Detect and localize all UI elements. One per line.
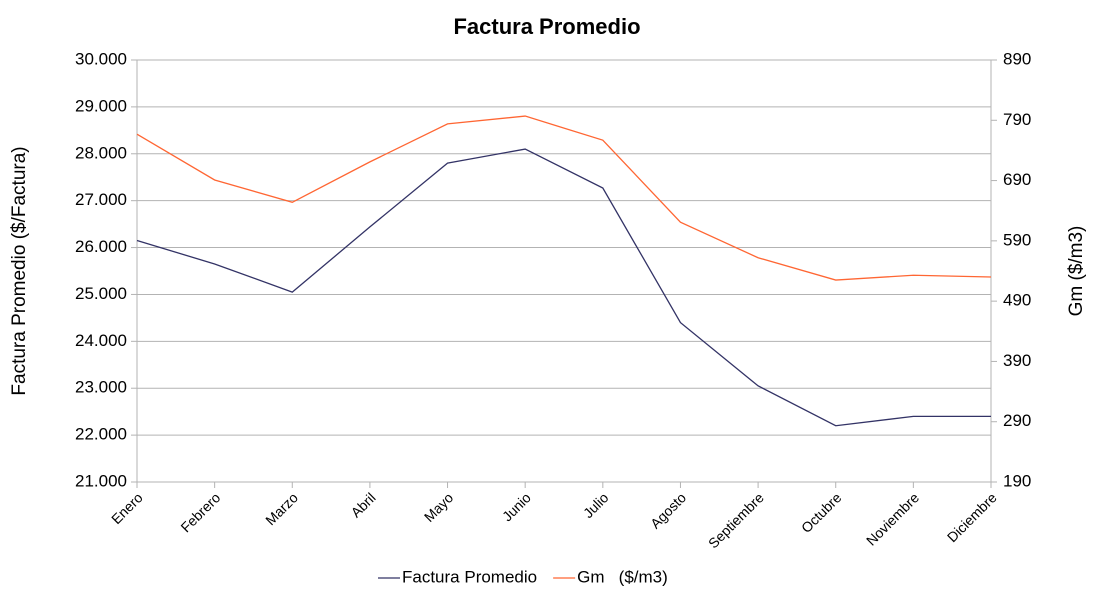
x-tick-label: Diciembre (944, 489, 1000, 545)
x-tick-label: Agosto (647, 489, 689, 531)
legend-label: Factura Promedio (402, 567, 537, 586)
x-tick-label: Abril (348, 489, 379, 520)
series-line (136, 115, 992, 281)
y-tick-label: 30.000 (75, 49, 127, 68)
y-tick-label: 26.000 (75, 237, 127, 256)
x-tick-label: Marzo (262, 489, 301, 528)
series-line (136, 148, 991, 427)
y2-tick-label: 690 (1003, 170, 1031, 189)
y2-tick-label: 190 (1003, 471, 1031, 490)
y-tick-label: 21.000 (75, 471, 127, 490)
x-tick-label: Junio (499, 489, 534, 524)
x-tick-label: Julio (580, 489, 612, 521)
legend-label: Gm ($/m3) (577, 567, 668, 586)
y2-tick-label: 290 (1003, 411, 1031, 430)
y-axis-label: Factura Promedio ($/Factura) (9, 146, 30, 395)
y2-tick-label: 890 (1003, 49, 1031, 68)
y2-tick-label: 490 (1003, 291, 1031, 310)
y-tick-label: 23.000 (75, 378, 127, 397)
x-tick-label: Mayo (421, 489, 457, 525)
y2-tick-label: 790 (1003, 110, 1031, 129)
x-tick-label: Febrero (177, 489, 223, 535)
y2-tick-label: 590 (1003, 230, 1031, 249)
y-tick-label: 29.000 (75, 96, 127, 115)
y2-tick-label: 390 (1003, 351, 1031, 370)
y-tick-label: 22.000 (75, 425, 127, 444)
y-tick-label: 25.000 (75, 284, 127, 303)
y2-axis-label: Gm ($/m3) (1066, 226, 1087, 317)
x-tick-label: Noviembre (863, 489, 922, 548)
x-tick-label: Octubre (798, 489, 845, 536)
y-tick-label: 27.000 (75, 190, 127, 209)
x-tick-label: Enero (108, 489, 146, 527)
y-tick-label: 28.000 (75, 143, 127, 162)
x-tick-label: Septiembre (705, 489, 767, 551)
chart-title: Factura Promedio (453, 14, 640, 39)
y-tick-label: 24.000 (75, 331, 127, 350)
